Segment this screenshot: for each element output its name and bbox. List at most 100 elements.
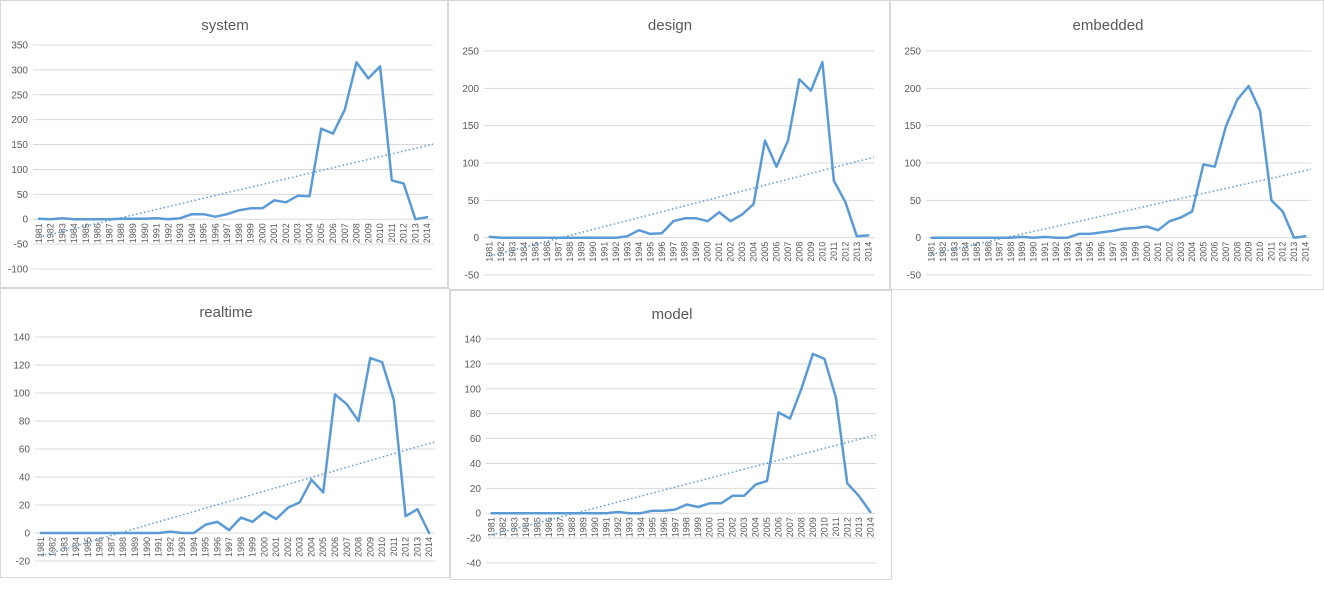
x-tick-label: 2014 [863, 242, 873, 262]
x-tick-label: 2004 [1187, 242, 1197, 262]
x-tick-label: 1993 [1063, 242, 1073, 262]
x-tick-label: 2011 [387, 223, 397, 242]
x-tick-label: 1983 [508, 242, 518, 262]
x-tick-label: 1995 [199, 223, 209, 243]
x-tick-label: 1999 [248, 537, 258, 557]
x-tick-label: 1981 [927, 242, 937, 262]
x-tick-label: 1987 [106, 537, 116, 557]
x-tick-label: 2005 [762, 517, 772, 537]
x-tick-label: 2001 [1153, 242, 1163, 262]
y-tick-label: 140 [13, 333, 30, 344]
series-line [930, 84, 1307, 239]
x-tick-label: 1983 [510, 517, 520, 537]
x-tick-label: 1990 [1029, 242, 1039, 262]
x-tick-label: 2009 [808, 517, 818, 537]
x-tick-label: 1986 [93, 223, 103, 243]
x-tick-label: 2009 [365, 537, 375, 557]
x-tick-label: 2014 [865, 517, 875, 537]
x-tick-label: 2001 [716, 517, 726, 537]
series-line [39, 356, 431, 535]
x-tick-label: 1981 [485, 242, 495, 262]
chart-title: design [648, 17, 692, 34]
x-tick-label: 2005 [1198, 242, 1208, 262]
x-tick-label: 2006 [328, 223, 338, 243]
y-tick-label: 40 [470, 459, 482, 470]
chart-panel-system: system -100 -50 0 50 100 150 200 250 300 350 1981 19… [0, 0, 448, 288]
x-tick-label: 1994 [187, 223, 197, 243]
x-tick-label: 1991 [154, 537, 164, 557]
x-tick-label: 2012 [842, 517, 852, 537]
x-tick-label: 1984 [69, 223, 79, 243]
x-tick-label: 1981 [487, 517, 497, 537]
x-tick-label: 1998 [680, 242, 690, 262]
chart-panel-design: design -50 0 50 100 150 200 250 1981 1982 1983 1984… [448, 0, 890, 290]
trendline [38, 143, 434, 238]
x-tick-label: 2009 [806, 242, 816, 262]
x-tick-label: 1987 [554, 242, 564, 262]
chart-panel-realtime: realtime -20 0 20 40 60 80 100 120 140 1981 1982 198… [0, 288, 450, 578]
x-tick-label: 2007 [340, 223, 350, 243]
x-tick-label: 2003 [1176, 242, 1186, 262]
x-tick-label: 2012 [401, 537, 411, 557]
x-tick-label: 1993 [624, 517, 634, 537]
y-tick-label: 250 [11, 90, 28, 101]
x-tick-label: 2008 [1232, 242, 1242, 262]
x-tick-label: 1990 [142, 537, 152, 557]
y-tick-label: 50 [468, 196, 480, 207]
x-tick-label: 2007 [783, 242, 793, 262]
x-tick-label: 2002 [281, 223, 291, 243]
y-tick-label: 20 [19, 501, 31, 512]
y-tick-label: 50 [17, 190, 29, 201]
x-tick-label: 1987 [104, 223, 114, 243]
x-tick-label: 1996 [659, 517, 669, 537]
x-tick-label: 2006 [1210, 242, 1220, 262]
y-tick-label: 350 [11, 41, 28, 52]
chart-panel-embedded: embedded -50 0 50 100 150 200 250 1981 1982 1983 19… [890, 0, 1324, 290]
y-tick-label: 0 [24, 529, 30, 540]
y-tick-label: 200 [462, 84, 479, 95]
x-tick-label: 1989 [577, 242, 587, 262]
x-tick-label: 1997 [224, 537, 234, 557]
x-tick-label: 1997 [670, 517, 680, 537]
chart-title: realtime [199, 304, 252, 321]
y-tick-label: -50 [465, 271, 480, 282]
x-tick-label: 2014 [1300, 242, 1310, 262]
x-tick-label: 2012 [840, 242, 850, 262]
x-tick-label: 2005 [316, 223, 326, 243]
x-tick-label: 1995 [647, 517, 657, 537]
x-tick-label: 1986 [542, 242, 552, 262]
x-tick-label: 2010 [817, 242, 827, 262]
x-tick-label: 1998 [234, 223, 244, 243]
x-tick-label: 2011 [389, 537, 399, 556]
x-tick-label: 1989 [128, 223, 138, 243]
x-tick-label: 2013 [854, 517, 864, 537]
x-tick-label: 1996 [212, 537, 222, 557]
x-tick-label: 2006 [772, 242, 782, 262]
y-tick-label: -40 [467, 559, 482, 570]
x-tick-label: 1982 [498, 517, 508, 537]
series-line [37, 61, 429, 221]
x-tick-label: 1986 [983, 242, 993, 262]
y-tick-label: 0 [22, 215, 28, 226]
x-tick-label: 1986 [544, 517, 554, 537]
x-tick-label: 1992 [613, 517, 623, 537]
x-tick-label: 1981 [34, 223, 44, 243]
x-tick-label: 1992 [611, 242, 621, 262]
chart-title: model [652, 306, 693, 323]
y-tick-label: 200 [11, 115, 28, 126]
x-tick-label: 2013 [410, 223, 420, 243]
y-tick-label: 20 [470, 484, 482, 495]
y-tick-label: 60 [470, 434, 482, 445]
x-tick-label: 2009 [1244, 242, 1254, 262]
x-tick-label: 1991 [152, 223, 162, 243]
x-tick-label: 1989 [1017, 242, 1027, 262]
x-tick-label: 2004 [751, 517, 761, 537]
x-tick-label: 1990 [590, 517, 600, 537]
x-tick-label: 2000 [705, 517, 715, 537]
y-tick-label: 40 [19, 473, 31, 484]
x-tick-label: 2013 [1289, 242, 1299, 262]
x-tick-label: 1995 [1085, 242, 1095, 262]
x-tick-label: 2013 [852, 242, 862, 262]
